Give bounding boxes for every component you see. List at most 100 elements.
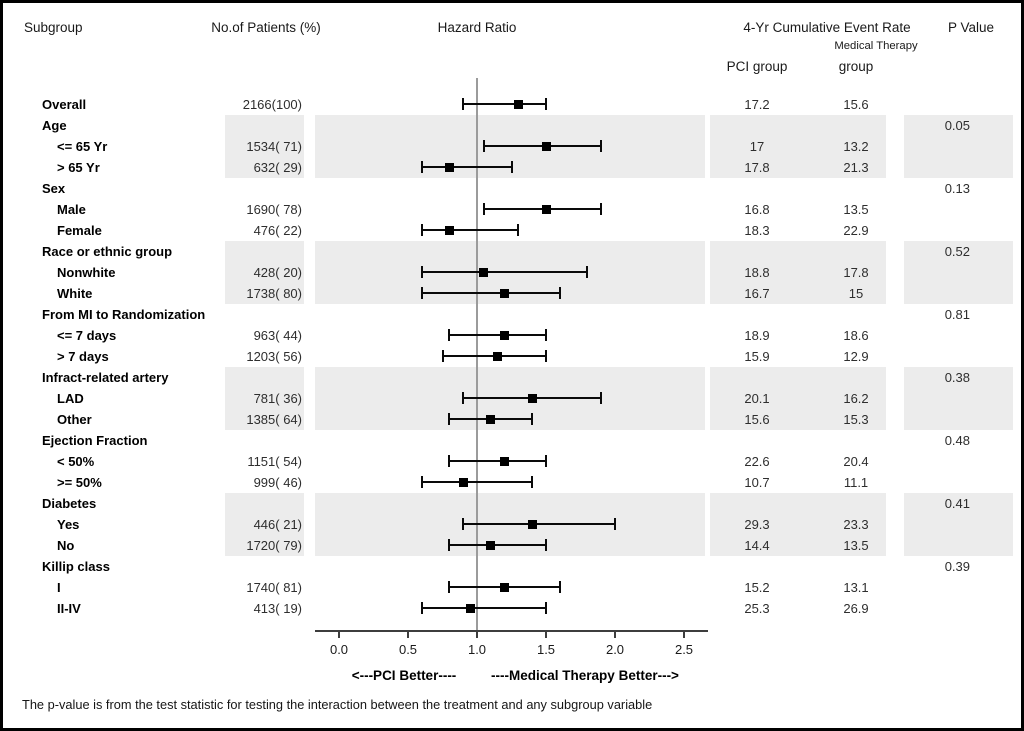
column-header-hazard-ratio: Hazard Ratio: [437, 20, 517, 35]
pci-event-rate: 14.4: [744, 537, 770, 553]
pci-event-rate: 10.7: [744, 474, 770, 490]
hazard-ratio-marker: [465, 603, 475, 613]
mt-event-rate: 16.2: [843, 390, 869, 406]
ci-cap-lower: [448, 413, 451, 425]
ci-cap-lower: [420, 287, 423, 299]
group-shaded-band: [710, 114, 886, 178]
subgroup-label: Female: [57, 222, 102, 238]
pci-event-rate: 25.3: [744, 600, 770, 616]
patients-count: 963( 44): [253, 327, 302, 343]
subgroup-label: Yes: [57, 516, 80, 532]
subgroup-label: II-IV: [57, 600, 81, 616]
subgroup-label: >= 50%: [57, 474, 102, 490]
pci-event-rate: 15.9: [744, 348, 770, 364]
hazard-ratio-marker: [444, 225, 454, 235]
ci-cap-lower: [420, 224, 423, 236]
subgroup-label: Other: [57, 411, 92, 427]
subgroup-label: Infract-related artery: [42, 369, 169, 385]
subgroup-label: I: [57, 579, 61, 595]
ci-cap-lower: [482, 140, 485, 152]
mt-event-rate: 23.3: [843, 516, 869, 532]
ci-line: [421, 607, 546, 609]
ci-cap-lower: [420, 266, 423, 278]
mt-event-rate: 13.2: [843, 138, 869, 154]
group-shaded-band: [710, 240, 886, 304]
p-value: 0.52: [944, 243, 970, 259]
ci-cap-upper: [558, 287, 561, 299]
hazard-ratio-marker: [486, 540, 496, 550]
mt-event-rate: 15: [848, 285, 864, 301]
subgroup-label: Overall: [42, 96, 87, 112]
subgroup-label: White: [57, 285, 93, 301]
pci-event-rate: 16.8: [744, 201, 770, 217]
ci-line: [421, 271, 588, 273]
pci-event-rate: 17: [749, 138, 765, 154]
pci-event-rate: 17.8: [744, 159, 770, 175]
x-axis-tick-label: 0.0: [329, 642, 349, 657]
ci-line: [449, 544, 546, 546]
hazard-ratio-marker: [500, 330, 510, 340]
patients-count: 781( 36): [253, 390, 302, 406]
column-header-mt-group: group: [838, 59, 874, 74]
subgroup-label: > 65 Yr: [57, 159, 100, 175]
mt-event-rate: 18.6: [843, 327, 869, 343]
mt-event-rate: 13.5: [843, 537, 869, 553]
x-axis-tick-label: 0.5: [398, 642, 418, 657]
patients-count: 632( 29): [253, 159, 302, 175]
subgroup-label: Age: [42, 117, 67, 133]
ci-cap-upper: [531, 413, 534, 425]
patients-count: 446( 21): [253, 516, 302, 532]
mt-event-rate: 13.1: [843, 579, 869, 595]
column-header-medical-therapy: Medical Therapy: [834, 40, 918, 52]
ci-cap-lower: [448, 455, 451, 467]
hazard-ratio-marker: [513, 99, 523, 109]
pci-event-rate: 22.6: [744, 453, 770, 469]
p-value: 0.81: [944, 306, 970, 322]
patients-count: 1720( 79): [246, 537, 302, 553]
p-value: 0.41: [944, 495, 970, 511]
ci-line: [421, 166, 512, 168]
x-axis-tick: [545, 631, 547, 638]
x-axis-tick: [683, 631, 685, 638]
patients-count: 999( 46): [253, 474, 302, 490]
column-header-subgroup: Subgroup: [24, 20, 83, 35]
hazard-ratio-marker: [444, 162, 454, 172]
x-axis-tick: [338, 631, 340, 638]
ci-cap-upper: [600, 140, 603, 152]
hazard-ratio-marker: [527, 519, 537, 529]
hazard-ratio-marker: [493, 351, 503, 361]
column-header-event-rate: 4-Yr Cumulative Event Rate: [743, 20, 911, 35]
mt-event-rate: 17.8: [843, 264, 869, 280]
subgroup-label: Sex: [42, 180, 66, 196]
subgroup-label: Male: [57, 201, 86, 217]
ci-cap-upper: [600, 203, 603, 215]
p-value: 0.38: [944, 369, 970, 385]
mt-event-rate: 15.3: [843, 411, 869, 427]
subgroup-label: LAD: [57, 390, 84, 406]
p-value: 0.48: [944, 432, 970, 448]
patients-count: 428( 20): [253, 264, 302, 280]
axis-label-medical-therapy-better: ----Medical Therapy Better--->: [491, 668, 679, 683]
mt-event-rate: 21.3: [843, 159, 869, 175]
hazard-ratio-marker: [479, 267, 489, 277]
pci-event-rate: 15.6: [744, 411, 770, 427]
x-axis-line: [315, 630, 708, 632]
ci-cap-lower: [441, 350, 444, 362]
ci-cap-upper: [545, 350, 547, 362]
ci-cap-lower: [448, 581, 451, 593]
hazard-ratio-marker: [458, 477, 468, 487]
mt-event-rate: 12.9: [843, 348, 869, 364]
ci-cap-upper: [510, 161, 513, 173]
subgroup-label: Diabetes: [42, 495, 97, 511]
ci-cap-upper: [545, 329, 547, 341]
ci-line: [449, 334, 546, 336]
column-header-pci-group: PCI group: [726, 59, 788, 74]
hazard-ratio-marker: [486, 414, 496, 424]
ci-cap-upper: [545, 539, 547, 551]
subgroup-label: Killip class: [42, 558, 110, 574]
patients-count: 1203( 56): [246, 348, 302, 364]
group-shaded-band: [904, 492, 1013, 556]
subgroup-label: <= 65 Yr: [57, 138, 108, 154]
ci-line: [421, 229, 519, 231]
ci-cap-lower: [420, 602, 423, 614]
